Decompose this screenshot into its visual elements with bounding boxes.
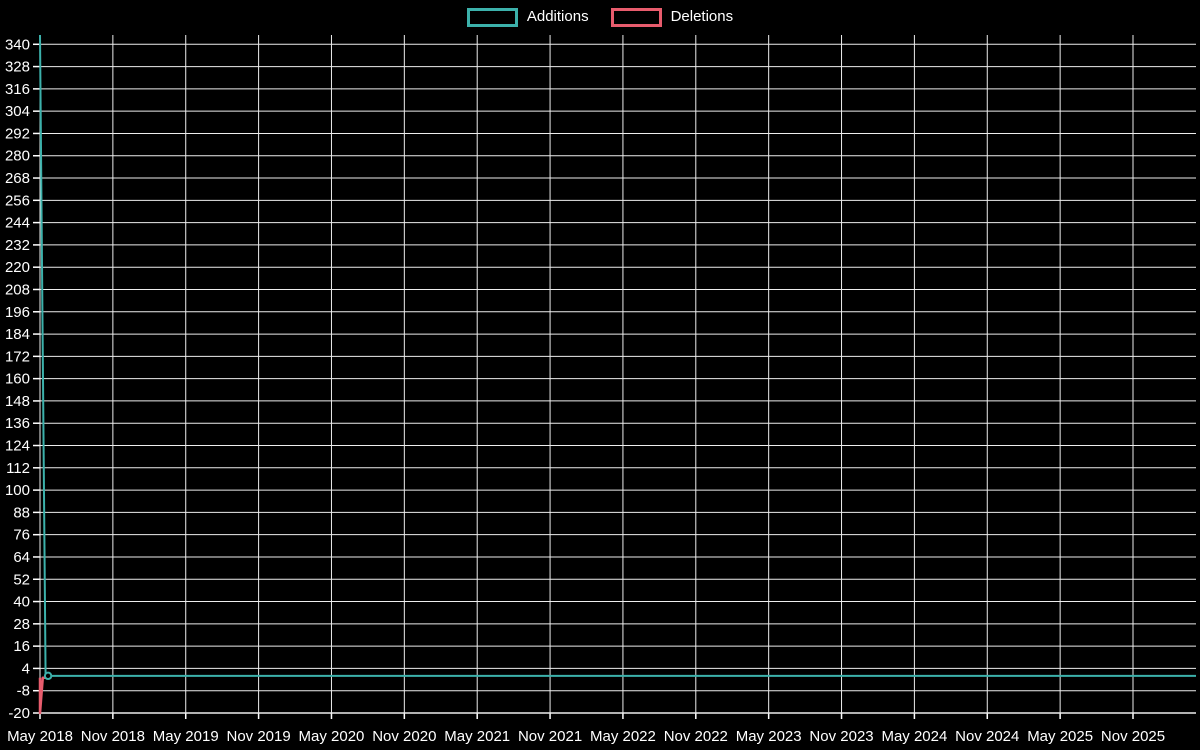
y-tick-label: 148	[5, 393, 30, 410]
y-tick-label: 292	[5, 125, 30, 142]
y-tick-label: 340	[5, 36, 30, 53]
y-tick-label: 76	[13, 527, 30, 544]
x-tick-label: Nov 2021	[518, 728, 582, 745]
x-tick-label: Nov 2022	[664, 728, 728, 745]
legend-label-additions: Additions	[526, 8, 589, 25]
x-tick-label: May 2024	[881, 728, 947, 745]
x-tick-label: May 2019	[153, 728, 219, 745]
y-tick-label: 280	[5, 148, 30, 165]
y-tick-label: 64	[13, 549, 30, 566]
y-tick-label: 16	[13, 638, 30, 655]
y-tick-label: 208	[5, 281, 30, 298]
y-tick-label: 196	[5, 304, 30, 321]
x-tick-label: May 2025	[1027, 728, 1093, 745]
x-tick-label: May 2020	[299, 728, 365, 745]
y-tick-label: 232	[5, 237, 30, 254]
y-tick-label: 160	[5, 371, 30, 388]
x-tick-label: Nov 2020	[372, 728, 436, 745]
y-tick-label: 316	[5, 81, 30, 98]
y-tick-label: -20	[8, 705, 30, 722]
deletions-swatch-icon	[610, 7, 662, 27]
x-tick-label: May 2018	[7, 728, 73, 745]
chart-legend: Additions Deletions	[0, 7, 1200, 27]
x-tick-label: May 2022	[590, 728, 656, 745]
y-tick-label: 328	[5, 59, 30, 76]
y-tick-label: 244	[5, 215, 30, 232]
y-tick-label: 136	[5, 415, 30, 432]
data-point-marker-additions[interactable]	[43, 671, 53, 681]
legend-item-deletions[interactable]: Deletions	[610, 7, 734, 27]
x-tick-label: Nov 2025	[1101, 728, 1165, 745]
y-tick-label: 52	[13, 571, 30, 588]
x-tick-label: Nov 2023	[809, 728, 873, 745]
y-tick-label: 88	[13, 504, 30, 521]
y-tick-label: -8	[17, 683, 30, 700]
y-tick-label: 256	[5, 192, 30, 209]
legend-label-deletions: Deletions	[670, 8, 734, 25]
legend-item-additions[interactable]: Additions	[466, 7, 589, 27]
x-tick-label: Nov 2018	[81, 728, 145, 745]
x-tick-label: Nov 2024	[955, 728, 1019, 745]
x-tick-label: May 2023	[736, 728, 802, 745]
y-tick-label: 40	[13, 594, 30, 611]
y-tick-label: 124	[5, 438, 30, 455]
y-tick-label: 304	[5, 103, 30, 120]
additions-swatch-icon	[466, 7, 518, 27]
y-tick-label: 100	[5, 482, 30, 499]
y-tick-label: 172	[5, 348, 30, 365]
y-tick-label: 4	[22, 660, 30, 677]
y-tick-label: 184	[5, 326, 30, 343]
y-tick-label: 112	[6, 460, 30, 477]
y-tick-label: 220	[5, 259, 30, 276]
x-tick-label: Nov 2019	[226, 728, 290, 745]
x-tick-label: May 2021	[444, 728, 510, 745]
y-tick-label: 28	[13, 616, 30, 633]
y-tick-label: 268	[5, 170, 30, 187]
series-line-deletions	[38, 676, 52, 715]
